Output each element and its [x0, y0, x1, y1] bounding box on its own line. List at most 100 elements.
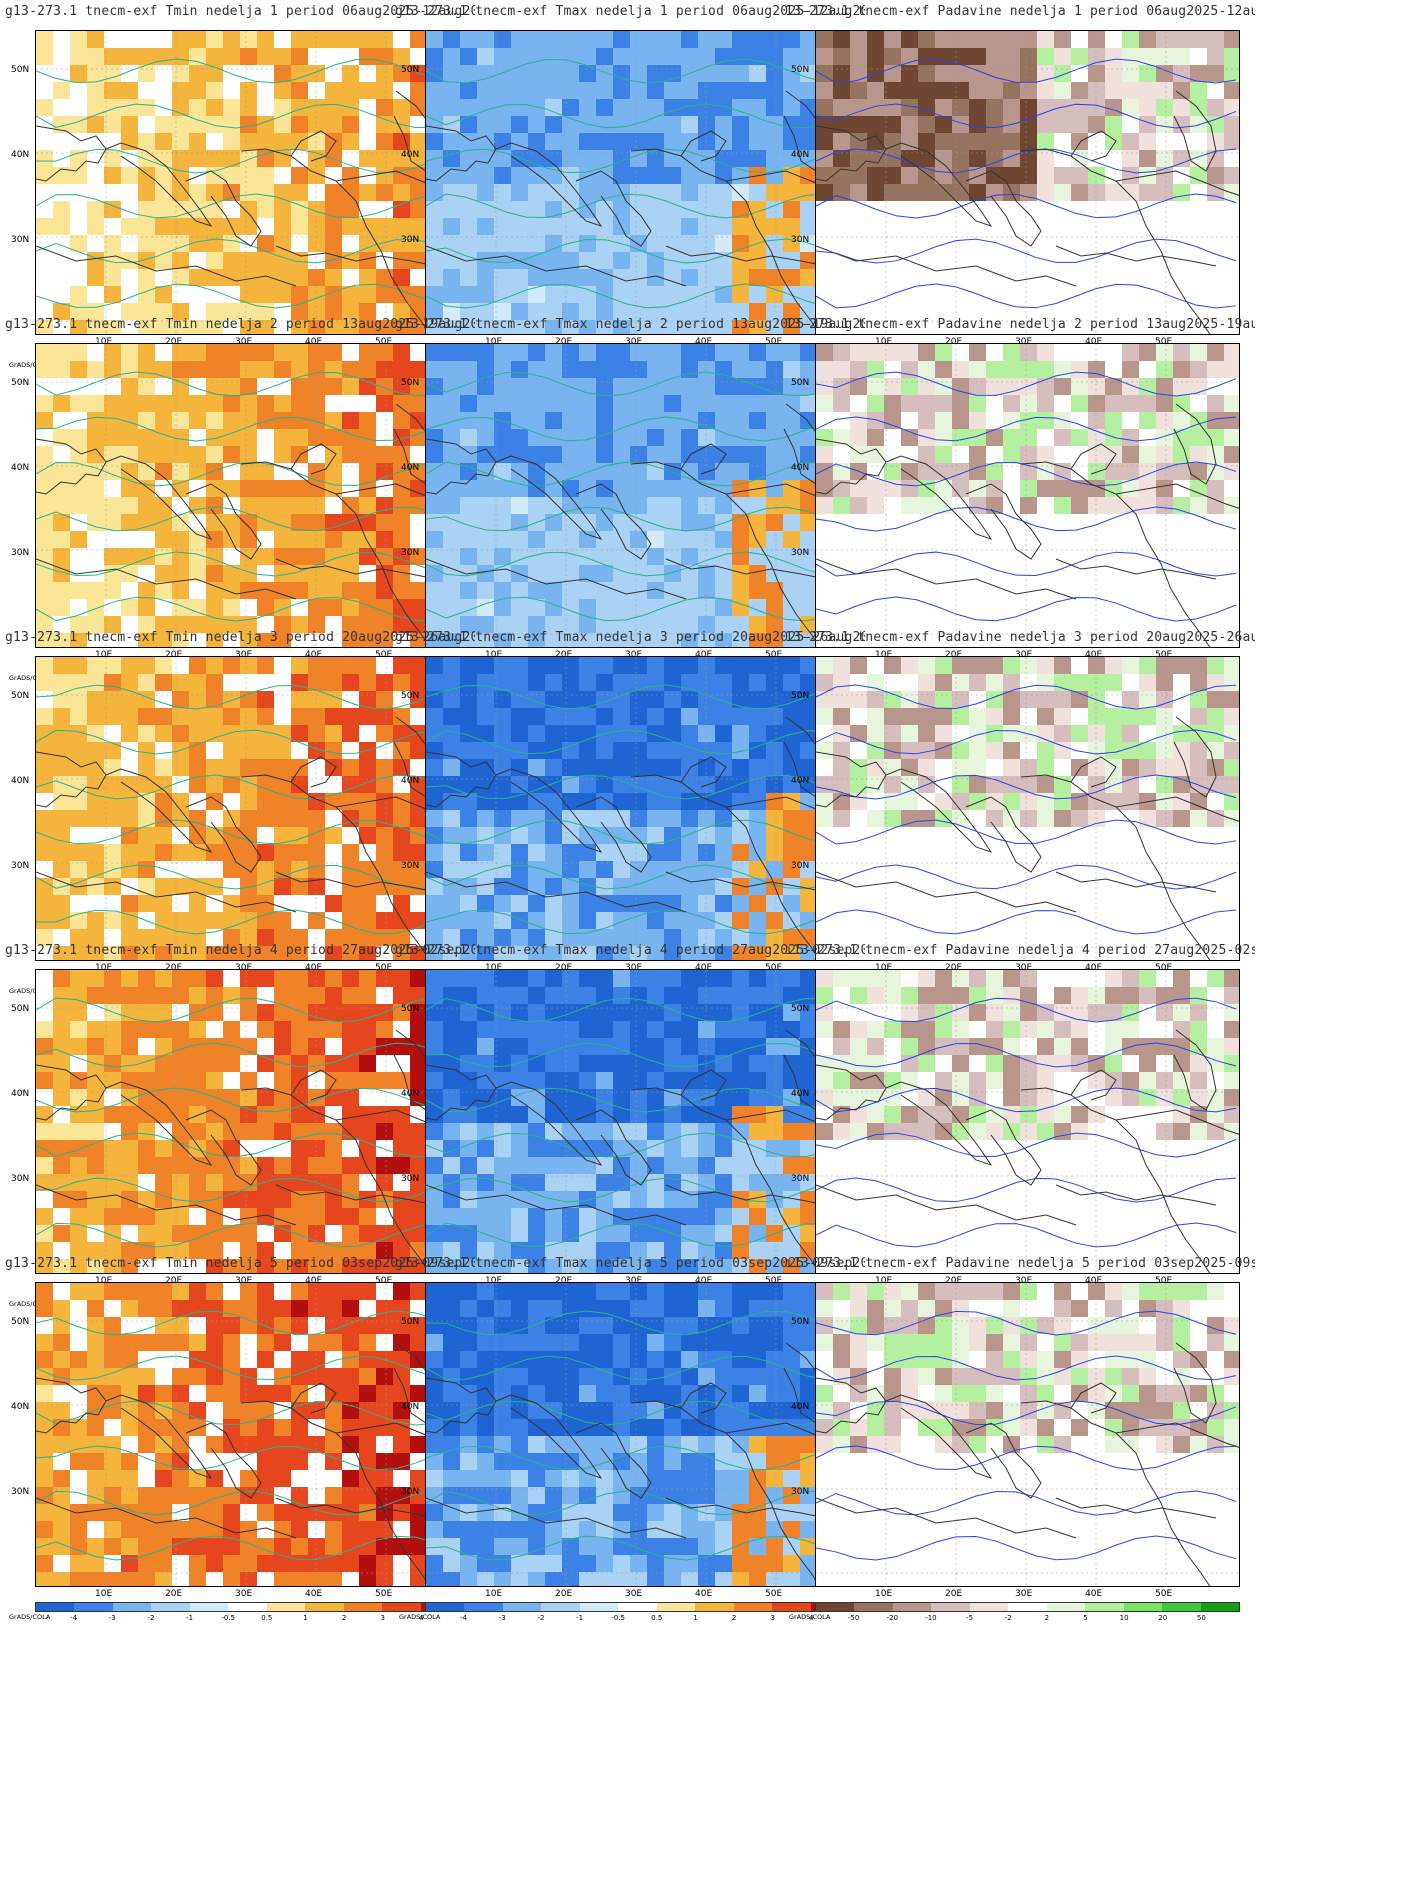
- field-cell: [664, 759, 681, 776]
- field-cell: [206, 133, 223, 150]
- field-cell: [443, 497, 460, 514]
- field-cell: [562, 201, 579, 218]
- field-cell: [1156, 827, 1173, 844]
- field-cell: [1224, 150, 1239, 167]
- field-cell: [257, 827, 274, 844]
- field-cell: [816, 674, 833, 691]
- field-cell: [257, 269, 274, 286]
- field-cell: [749, 776, 766, 793]
- field-cell: [833, 742, 850, 759]
- field-cell: [206, 31, 223, 48]
- field-cell: [325, 133, 342, 150]
- field-cell: [410, 742, 427, 759]
- field-cell: [511, 742, 528, 759]
- field-cell: [36, 446, 53, 463]
- field-cell: [274, 1157, 291, 1174]
- field-cell: [138, 116, 155, 133]
- field-cell: [393, 286, 410, 303]
- field-cell: [172, 1174, 189, 1191]
- field-cell: [833, 497, 850, 514]
- field-cell: [715, 429, 732, 446]
- field-cell: [172, 582, 189, 599]
- field-cell: [596, 565, 613, 582]
- field-cell: [121, 987, 138, 1004]
- field-cell: [596, 929, 613, 946]
- field-cell: [477, 286, 494, 303]
- field-cell: [223, 446, 240, 463]
- field-cell: [511, 65, 528, 82]
- field-cell: [1173, 582, 1190, 599]
- field-cell: [1003, 691, 1020, 708]
- field-cell: [410, 878, 427, 895]
- field-cell: [291, 599, 308, 616]
- field-cell: [443, 344, 460, 361]
- field-cell: [1105, 412, 1122, 429]
- field-cell: [172, 1021, 189, 1038]
- coastline: [816, 438, 887, 495]
- field-cell: [1207, 531, 1224, 548]
- field-cell: [155, 514, 172, 531]
- field-cell: [732, 344, 749, 361]
- field-cell: [749, 616, 766, 633]
- field-cell: [969, 480, 986, 497]
- field-cell: [579, 269, 596, 286]
- field-cell: [800, 412, 817, 429]
- field-cell: [410, 167, 427, 184]
- field-cell: [952, 218, 969, 235]
- field-cell: [918, 201, 935, 218]
- field-cell: [698, 725, 715, 742]
- field-cell: [647, 946, 664, 960]
- field-cell: [240, 987, 257, 1004]
- field-cell: [206, 395, 223, 412]
- field-cell: [783, 395, 800, 412]
- field-cell: [359, 378, 376, 395]
- field-cell: [800, 429, 817, 446]
- field-cell: [562, 514, 579, 531]
- field-cell: [901, 657, 918, 674]
- field-cell: [138, 1021, 155, 1038]
- field-cell: [850, 582, 867, 599]
- field-cell: [969, 82, 986, 99]
- field-cell: [901, 320, 918, 334]
- field-cell: [698, 531, 715, 548]
- field-cell: [596, 844, 613, 861]
- field-cell: [410, 565, 427, 582]
- field-cell: [53, 1089, 70, 1106]
- field-cell: [884, 320, 901, 334]
- field-cell: [596, 657, 613, 674]
- field-cell: [528, 184, 545, 201]
- field-cell: [121, 99, 138, 116]
- field-cell: [935, 827, 952, 844]
- field-cell: [1020, 235, 1037, 252]
- field-cell: [36, 742, 53, 759]
- field-cell: [867, 946, 884, 960]
- field-cell: [1190, 725, 1207, 742]
- field-cell: [410, 361, 427, 378]
- field-cell: [511, 827, 528, 844]
- field-cell: [630, 99, 647, 116]
- field-cell: [70, 946, 87, 960]
- field-cell: [189, 1140, 206, 1157]
- field-cell: [121, 878, 138, 895]
- field-cell: [477, 691, 494, 708]
- field-cell: [647, 912, 664, 929]
- coastline: [36, 871, 297, 913]
- field-cell: [477, 429, 494, 446]
- field-cell: [1207, 48, 1224, 65]
- field-cell: [494, 861, 511, 878]
- field-cell: [732, 946, 749, 960]
- field-cell: [494, 827, 511, 844]
- field-cell: [1122, 776, 1139, 793]
- field-cell: [121, 861, 138, 878]
- field-cell: [393, 776, 410, 793]
- field-cell: [732, 776, 749, 793]
- field-cell: [1173, 150, 1190, 167]
- field-cell: [240, 861, 257, 878]
- field-cell: [443, 582, 460, 599]
- field-cell: [325, 463, 342, 480]
- field-cell: [155, 201, 172, 218]
- field-cell: [579, 184, 596, 201]
- field-cell: [70, 657, 87, 674]
- field-cell: [426, 218, 443, 235]
- field-cell: [800, 878, 817, 895]
